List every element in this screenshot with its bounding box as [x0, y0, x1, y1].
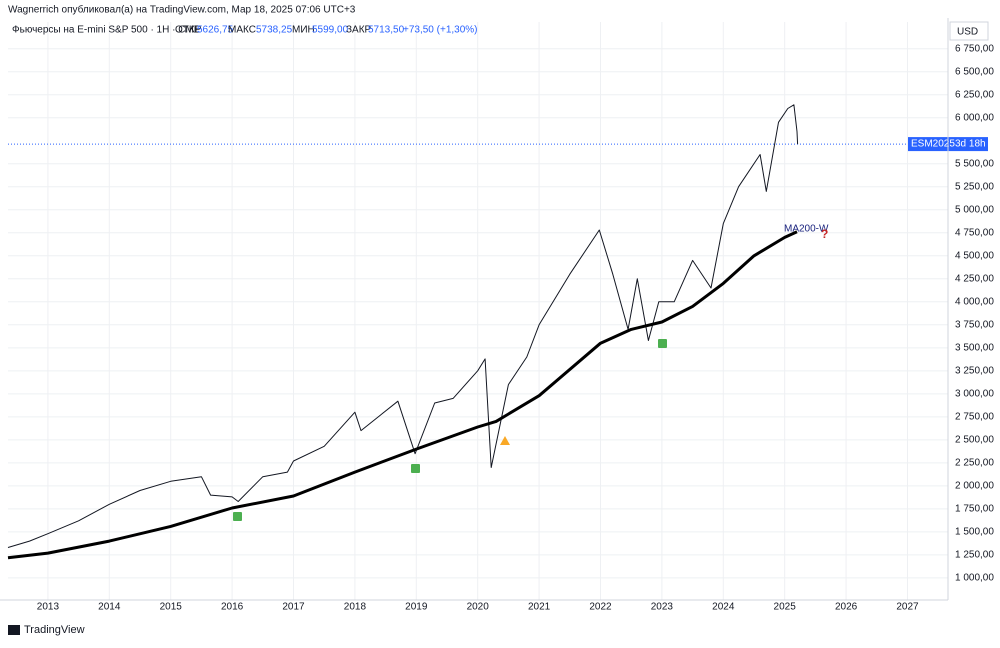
- x-tick-label: 2023: [651, 602, 674, 613]
- x-tick-label: 2021: [528, 602, 551, 613]
- low: 5599,00: [312, 25, 349, 36]
- symbol: Фьючерсы на E-mini S&P 500 · 1H · CME: [12, 25, 201, 36]
- y-tick-label: 3 250,00: [955, 365, 994, 376]
- y-tick-label: 2 500,00: [955, 434, 994, 445]
- ma-label: MA200-W: [784, 224, 829, 235]
- plot: 1 000,00 1 250,00 1 500,00 1 750,00 2 000,00…: [7, 22, 994, 613]
- y-tick-label: 3 750,00: [955, 319, 994, 330]
- y-tick-label: 4 500,00: [955, 250, 994, 261]
- change: +73,50 (+1,30%): [403, 25, 478, 36]
- x-tick-label: 2026: [835, 602, 858, 613]
- close-label: ЗАКР: [346, 25, 372, 36]
- x-tick-label: 2018: [344, 602, 367, 613]
- y-tick-label: 5 500,00: [955, 158, 994, 169]
- x-tick-label: 2014: [98, 602, 121, 613]
- y-tick-label: 5 250,00: [955, 181, 994, 192]
- y-tick-label: 1 750,00: [955, 504, 994, 515]
- x-tick-label: 2020: [467, 602, 490, 613]
- price-tag-symbol: ESM2025: [911, 139, 955, 150]
- price-line: [7, 104, 799, 548]
- check-icon: [411, 464, 420, 473]
- y-tick-label: 1 500,00: [955, 527, 994, 538]
- y-tick-label: 3 000,00: [955, 388, 994, 399]
- y-tick-label: 1 250,00: [955, 550, 994, 561]
- open-label: ОТКР: [175, 25, 202, 36]
- logo-icon: [8, 625, 20, 635]
- y-tick-label: 4 750,00: [955, 227, 994, 238]
- currency[interactable]: USD: [957, 27, 978, 38]
- y-tick-label: 6 250,00: [955, 89, 994, 100]
- x-tick-label: 2013: [37, 602, 60, 613]
- high: 5738,25: [256, 25, 293, 36]
- check-icon: [658, 339, 667, 348]
- y-tick-label: 1 000,00: [955, 573, 994, 584]
- footer: TradingView: [24, 624, 85, 636]
- high-label: МАКС: [228, 25, 256, 36]
- x-tick-label: 2024: [712, 602, 735, 613]
- x-tick-label: 2015: [160, 602, 183, 613]
- x-tick-label: 2025: [774, 602, 797, 613]
- low-label: МИН: [292, 25, 315, 36]
- check-icon: [233, 512, 242, 521]
- warning-icon: [500, 436, 510, 445]
- currency-box[interactable]: [949, 21, 989, 41]
- y-tick-label: 2 750,00: [955, 411, 994, 422]
- price-tag-countdown: 3d 18h: [955, 139, 986, 150]
- price-line: [7, 230, 798, 560]
- y-tick-label: 3 500,00: [955, 342, 994, 353]
- open: 5626,75: [197, 25, 234, 36]
- x-tick-label: 2016: [221, 602, 244, 613]
- y-tick-label: 2 000,00: [955, 481, 994, 492]
- y-tick-label: 4 250,00: [955, 273, 994, 284]
- x-tick-label: 2027: [896, 602, 919, 613]
- header: Wagnerrich опубликовал(а) на TradingView…: [8, 4, 356, 16]
- x-tick-label: 2019: [405, 602, 428, 613]
- y-tick-label: 6 000,00: [955, 112, 994, 123]
- x-tick-label: 2017: [282, 602, 305, 613]
- y-tick-label: 6 500,00: [955, 66, 994, 77]
- y-tick-label: 6 750,00: [955, 43, 994, 54]
- close: 5713,50: [368, 25, 405, 36]
- markers: [233, 339, 667, 521]
- x-tick-label: 2022: [589, 602, 612, 613]
- y-tick-label: 5 000,00: [955, 204, 994, 215]
- question-mark: ?: [821, 227, 828, 241]
- y-tick-label: 4 000,00: [955, 296, 994, 307]
- footer-logo: TradingView: [8, 624, 85, 636]
- y-tick-label: 2 250,00: [955, 458, 994, 469]
